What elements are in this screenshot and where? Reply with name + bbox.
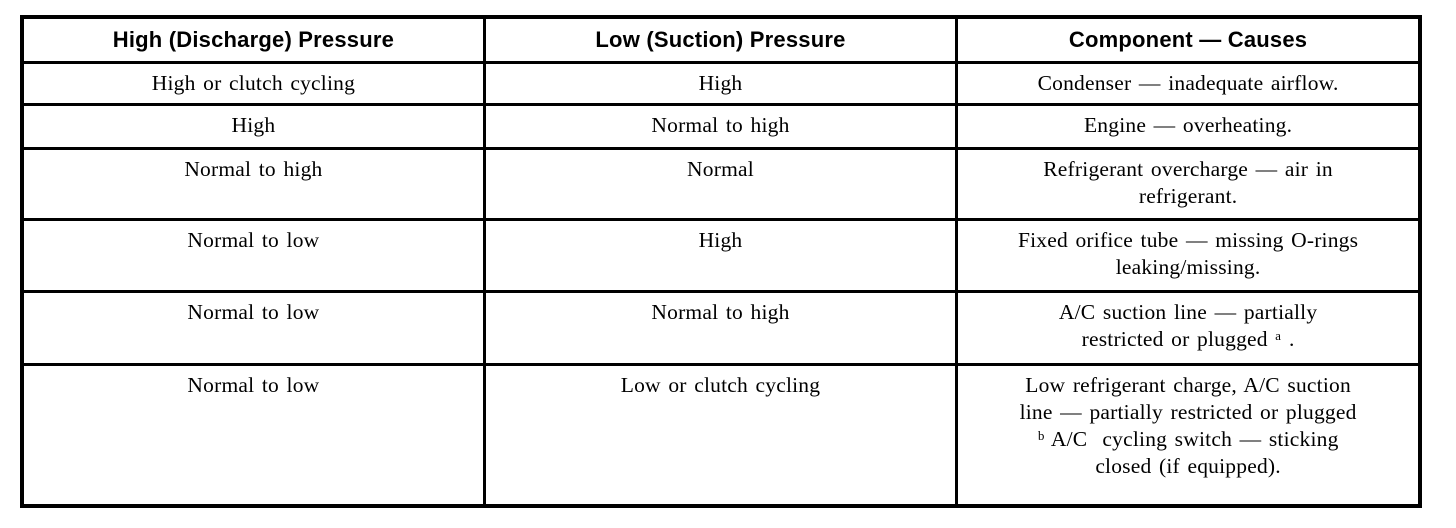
cell-low-pressure: Low or clutch cycling (482, 363, 959, 507)
ac-pressure-diagnostic-table: High (Discharge) Pressure Low (Suction) … (20, 15, 1422, 508)
cell-causes: Low refrigerant charge, A/C suction line… (955, 363, 1422, 507)
header-row: High (Discharge) Pressure Low (Suction) … (20, 15, 1422, 64)
cell-causes: Engine — overheating. (955, 103, 1422, 150)
table-row: Normal to low Low or clutch cycling Low … (20, 363, 1422, 507)
cell-low-pressure: Normal to high (482, 290, 959, 366)
cell-low-pressure: Normal (482, 147, 959, 221)
cell-high-pressure: Normal to low (20, 290, 486, 366)
cell-causes: Refrigerant overcharge — air in refriger… (955, 147, 1422, 221)
cell-low-pressure: High (482, 218, 959, 293)
table-row: Normal to low Normal to high A/C suction… (20, 290, 1422, 366)
header-component-causes: Component — Causes (955, 15, 1422, 64)
header-low-suction-pressure: Low (Suction) Pressure (482, 15, 959, 64)
table-row: High or clutch cycling High Condenser — … (20, 61, 1422, 106)
cell-causes: Condenser — inadequate airflow. (955, 61, 1422, 106)
header-high-discharge-pressure: High (Discharge) Pressure (20, 15, 486, 64)
cell-high-pressure: High or clutch cycling (20, 61, 486, 106)
cell-causes: A/C suction line — partially restricted … (955, 290, 1422, 366)
table-row: Normal to low High Fixed orifice tube — … (20, 218, 1422, 293)
cell-low-pressure: Normal to high (482, 103, 959, 150)
cell-causes: Fixed orifice tube — missing O-rings lea… (955, 218, 1422, 293)
cell-low-pressure: High (482, 61, 959, 106)
cell-high-pressure: High (20, 103, 486, 150)
table-row: High Normal to high Engine — overheating… (20, 103, 1422, 150)
cell-high-pressure: Normal to high (20, 147, 486, 221)
cell-high-pressure: Normal to low (20, 363, 486, 507)
table-row: Normal to high Normal Refrigerant overch… (20, 147, 1422, 221)
cell-high-pressure: Normal to low (20, 218, 486, 293)
